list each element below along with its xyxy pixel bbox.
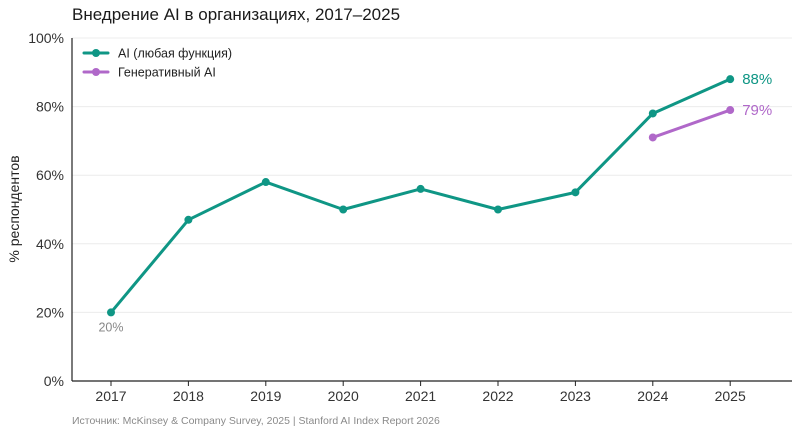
data-point: [648, 109, 657, 118]
y-tick-label: 80%: [36, 99, 64, 115]
legend-swatch-marker: [92, 49, 100, 57]
annotations: 20%: [98, 320, 123, 334]
y-tick-label: 40%: [36, 236, 64, 252]
data-point: [416, 184, 425, 193]
series-line-0: [109, 77, 732, 314]
grid-lines: [72, 37, 792, 313]
data-point: [261, 178, 270, 187]
legend-label: Генеративный AI: [118, 66, 216, 80]
x-tick-label: 2020: [328, 388, 359, 404]
data-point: [726, 106, 735, 115]
chart-title: Внедрение AI в организациях, 2017–2025: [72, 5, 400, 24]
y-tick-label: 20%: [36, 304, 64, 320]
data-point: [726, 75, 735, 84]
end-value-label: 79%: [742, 102, 772, 119]
data-point: [107, 308, 115, 317]
data-annotation: 20%: [98, 320, 123, 334]
x-tick-label: 2021: [405, 388, 436, 404]
legend: AI (любая функция) Генеративный AI: [82, 47, 232, 80]
end-value-label: 88%: [742, 71, 772, 88]
x-tick-label: 2024: [637, 388, 668, 404]
y-tick-label: 60%: [36, 167, 64, 183]
y-tick-label: 100%: [28, 30, 64, 46]
x-tick-label: 2019: [250, 388, 281, 404]
data-point: [339, 205, 348, 214]
x-tick-label: 2017: [95, 388, 126, 404]
x-tick-label: 2025: [715, 388, 746, 404]
legend-swatch-marker: [92, 68, 100, 76]
x-tick-labels: 2017 2018 2019 2020 2021 2022 2023 2024 2025: [95, 388, 746, 404]
data-point: [648, 133, 657, 142]
axes: [71, 38, 792, 386]
x-tick-label: 2022: [482, 388, 513, 404]
series-group: 88% 79%: [107, 71, 772, 317]
x-tick-label: 2018: [173, 388, 204, 404]
source-note: Источник: McKinsey & Company Survey, 202…: [72, 415, 440, 427]
y-axis-label: % респондентов: [6, 155, 22, 262]
x-tick-label: 2023: [560, 388, 591, 404]
data-point: [571, 188, 580, 197]
y-tick-labels: 0% 20% 40% 60% 80% 100%: [28, 30, 64, 389]
data-point: [184, 215, 193, 224]
data-point: [494, 205, 502, 214]
series-line-1: [651, 108, 732, 139]
legend-label: AI (любая функция): [118, 47, 232, 61]
y-tick-label: 0%: [44, 373, 64, 389]
